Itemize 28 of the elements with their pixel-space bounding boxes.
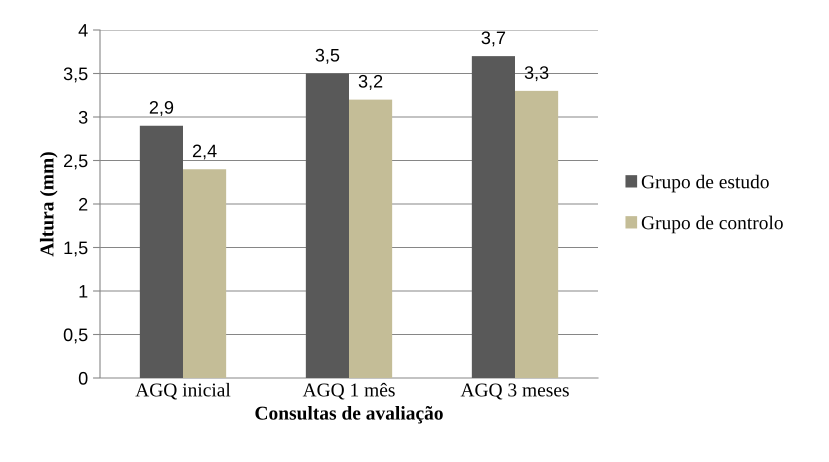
x-tick-label: AGQ 3 meses (460, 383, 569, 400)
y-tick-label: 2 (79, 198, 88, 211)
y-tick-label: 3,5 (64, 67, 88, 82)
bar (515, 90, 558, 378)
legend-label: Grupo de estudo (642, 174, 769, 192)
data-label: 3,3 (524, 66, 548, 82)
y-tick-label: 2,5 (64, 154, 88, 170)
data-label: 3,5 (316, 48, 340, 64)
x-tick-label: AGQ inicial (135, 382, 230, 400)
bar (183, 169, 226, 378)
y-tick-label: 1 (80, 285, 88, 298)
y-tick-label: 3 (78, 110, 88, 124)
legend-label: Grupo de controlo (642, 216, 783, 234)
bar (472, 56, 515, 378)
data-label: 2,4 (192, 144, 217, 160)
x-tick-label: AGQ 1 mês (302, 382, 395, 400)
bar (306, 74, 349, 378)
y-tick-label: 0,5 (64, 328, 88, 344)
y-tick-label: 1,5 (64, 242, 88, 256)
bar (140, 126, 183, 378)
y-tick-label: 0 (78, 372, 88, 385)
bar (349, 100, 392, 378)
y-axis-title: Altura (mm) (40, 152, 58, 256)
data-label: 3,7 (482, 31, 506, 46)
x-axis-title: Consultas de avaliação (255, 406, 443, 424)
y-tick-label: 4 (78, 24, 88, 37)
data-label: 2,9 (150, 101, 174, 116)
data-label: 3,2 (358, 74, 382, 90)
